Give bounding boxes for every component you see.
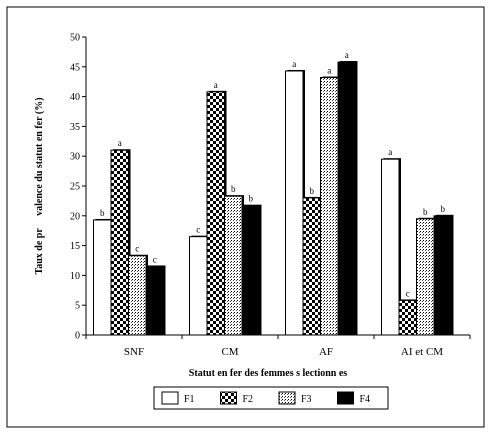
bar-significance-label: b — [249, 194, 254, 204]
y-tick-label: 5 — [75, 301, 80, 312]
y-tick-label: 25 — [70, 182, 80, 193]
bar-significance-label: a — [388, 147, 392, 157]
bar — [433, 215, 452, 336]
bar-significance-label: b — [441, 204, 446, 214]
bar — [302, 197, 321, 336]
bar — [241, 205, 260, 336]
y-tick-label: 50 — [70, 33, 80, 44]
x-axis-title: Statut en fer des femmes s lectionn es — [189, 368, 348, 379]
y-tick-label: 45 — [70, 62, 80, 73]
bar — [381, 158, 400, 336]
legend-swatch — [220, 391, 237, 405]
significance-labels: b a c c c a b b a b a a a c b b — [100, 50, 446, 298]
x-tick-label: AF — [319, 346, 333, 358]
y-tick-label: 20 — [70, 211, 80, 222]
bar-significance-label: b — [423, 207, 428, 217]
x-tick-label: SNF — [124, 346, 144, 358]
bar-significance-label: a — [214, 80, 218, 90]
bar-significance-label: c — [153, 254, 157, 264]
bar — [398, 299, 417, 336]
bar-significance-label: c — [135, 244, 139, 254]
y-tick-label: 10 — [70, 271, 80, 282]
bar-significance-label: a — [292, 59, 296, 69]
bar-significance-label: b — [100, 208, 105, 218]
bar-significance-label: a — [118, 138, 122, 148]
y-axis-title: Taux de pr valence du statut en fer (%) — [34, 97, 45, 274]
bar — [337, 61, 356, 336]
bar — [416, 218, 435, 336]
legend-label: F1 — [184, 394, 195, 405]
bar — [189, 236, 208, 336]
y-tick-label: 30 — [70, 152, 80, 163]
x-tick-label: CM — [221, 346, 238, 358]
y-tick-label: 35 — [70, 122, 80, 133]
bar — [128, 255, 147, 336]
bar-significance-label: c — [196, 225, 200, 235]
legend-box — [153, 386, 389, 410]
legend-label: F2 — [243, 394, 254, 405]
y-tick-label: 40 — [70, 92, 80, 103]
legend: F1 F2 F3 F4 — [153, 386, 389, 410]
y-axis: 0 5 10 15 20 25 30 35 40 45 50 — [70, 33, 87, 342]
bar-significance-label: c — [406, 288, 410, 298]
bars — [93, 61, 454, 336]
legend-swatch — [278, 391, 296, 405]
x-tick-label: AI et CM — [401, 346, 443, 358]
bar-significance-label: a — [345, 50, 349, 60]
legend-label: F3 — [301, 394, 312, 405]
legend-label: F4 — [360, 394, 371, 405]
bar — [224, 195, 243, 336]
bar-significance-label: b — [310, 186, 315, 196]
y-tick-label: 15 — [70, 241, 80, 252]
bar-significance-label: b — [231, 184, 236, 194]
legend-swatch — [337, 391, 354, 405]
y-tick-label: 0 — [75, 331, 80, 342]
bar — [110, 149, 129, 336]
bar-significance-label: a — [327, 66, 331, 76]
bar — [206, 91, 225, 336]
bar — [320, 77, 339, 336]
bar — [285, 70, 304, 336]
legend-swatch — [161, 391, 179, 405]
bar — [145, 265, 164, 336]
bar — [93, 219, 112, 336]
